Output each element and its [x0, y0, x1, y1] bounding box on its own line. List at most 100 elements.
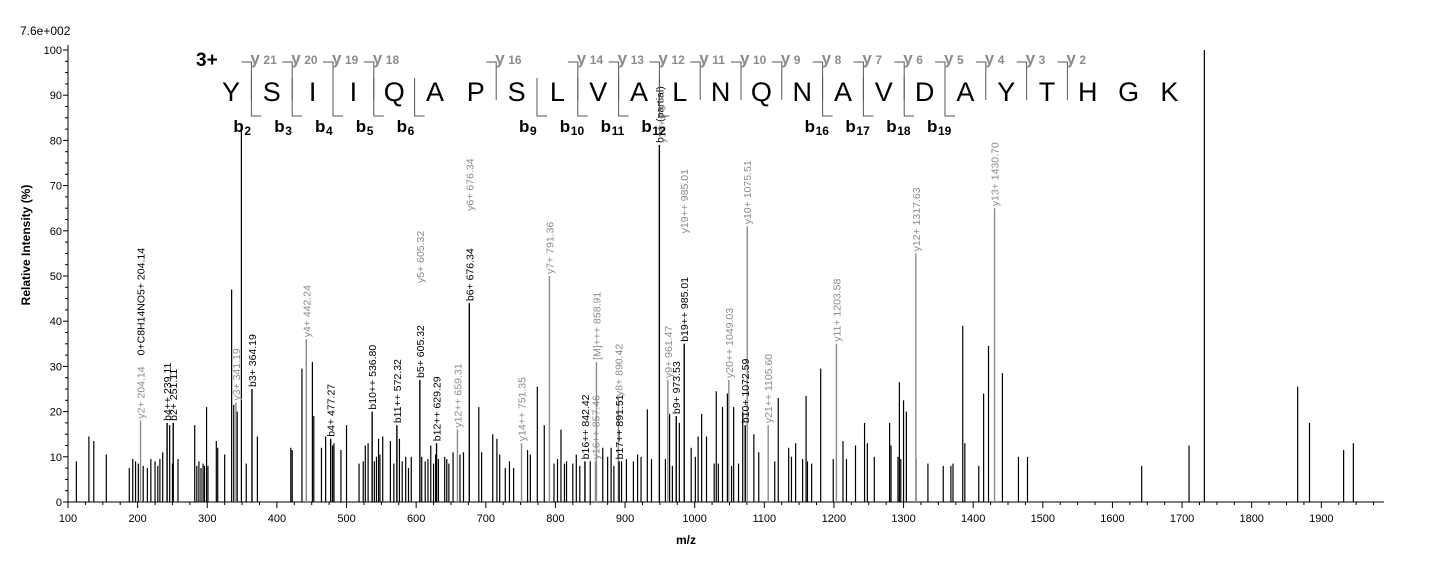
y-ion-number: 21: [263, 53, 277, 67]
b-ion-number: 5: [367, 124, 374, 138]
y-ion-label: y: [822, 49, 832, 68]
sequence-residue: A: [956, 77, 974, 107]
y-ion-number: 19: [345, 53, 359, 67]
peak-label: b10+ 1072.59: [740, 358, 752, 423]
y-ion-label: y: [658, 49, 668, 68]
b-ion-number: 4: [326, 124, 333, 138]
peak-label: b4++ 239.11: [162, 363, 174, 421]
peak-label: b2+ 251.11: [168, 369, 180, 421]
peak-label: y5+ 605.32: [415, 231, 427, 283]
b-ion-label: b: [805, 117, 815, 136]
peak-label: b3+ 364.19: [247, 334, 259, 387]
y-ion-label: y: [250, 49, 260, 68]
sequence-residue: D: [915, 77, 935, 107]
sequence-residue: N: [711, 77, 731, 107]
b-ion-bracket: [291, 78, 303, 117]
x-tick-label: 100: [59, 513, 77, 525]
x-tick-label: 400: [268, 513, 286, 525]
y-ion-number: 14: [590, 53, 604, 67]
b-ion-number: 2: [244, 124, 251, 138]
peak-label: y12+ 1317.63: [911, 187, 923, 251]
y-ion-label: y: [495, 49, 505, 68]
peak-label: b10++ 536.80: [367, 345, 379, 410]
y-ion-bracket: [771, 61, 783, 100]
b-ion-bracket: [658, 78, 670, 117]
y-ion-number: 7: [875, 53, 882, 67]
sequence-residue: I: [350, 77, 358, 107]
peak-label: y11+ 1203.58: [831, 278, 843, 341]
peak-label: y12++ 659.31: [452, 363, 464, 427]
sequence-residue: P: [467, 77, 485, 107]
y-tick-label: 90: [50, 90, 62, 102]
y-ion-label: y: [740, 49, 750, 68]
y-ion-number: 4: [998, 53, 1005, 67]
b-ion-bracket: [618, 78, 629, 117]
b-ion-number: 9: [530, 124, 537, 138]
x-tick-label: 1600: [1100, 513, 1124, 525]
b-ion-bracket: [903, 78, 915, 117]
peak-label: b4+ 477.27: [326, 384, 338, 437]
y-ion-bracket: [690, 61, 701, 100]
peak-label: y4+ 442.24: [301, 285, 313, 337]
y-tick-label: 70: [50, 181, 62, 193]
sequence-residue: S: [508, 77, 526, 107]
sequence-residue: G: [1118, 77, 1139, 107]
b-ion-bracket: [822, 78, 833, 117]
y-ion-number: 20: [304, 53, 318, 67]
y-ion-label: y: [577, 49, 587, 68]
sequence-residue: Y: [997, 77, 1015, 107]
y-ion-label: y: [903, 49, 913, 68]
y-ion-number: 3: [1039, 53, 1046, 67]
sequence-residue: L: [672, 77, 687, 107]
b-ion-bracket: [414, 78, 425, 117]
peak-label: y8+ 890.42: [613, 344, 625, 396]
peak-label: b9+ 973.53: [671, 361, 683, 414]
peak-label: b17++ 891.51: [614, 394, 626, 459]
peak-label: y21++ 1105.60: [763, 354, 775, 423]
b-ion-bracket: [862, 78, 874, 117]
peptide-sequence: Y S I I Q A P S L V A L N Q N A V D A Y T H G Ky 21 y 20 y 19 y 18 y 16 y…: [222, 49, 1178, 138]
b-ion-label: b: [845, 117, 855, 136]
y-tick-label: 80: [50, 135, 62, 147]
charge-state-label: 3+: [196, 50, 218, 71]
x-tick-label: 1100: [752, 513, 776, 525]
y-ion-label: y: [699, 49, 709, 68]
peak-bars: [75, 50, 1354, 502]
x-tick-label: 1700: [1170, 513, 1194, 525]
peak-label: 0+C8H14NO5+ 204.14: [136, 248, 148, 356]
sequence-residue: S: [263, 77, 281, 107]
y-ion-bracket: [486, 61, 497, 100]
b-ion-label: b: [927, 117, 937, 136]
sequence-residue: N: [792, 77, 812, 107]
peak-label: b11++ 572.32: [392, 359, 404, 423]
sequence-residue: V: [875, 77, 893, 107]
y-ion-number: 5: [957, 53, 964, 67]
y-ion-number: 18: [386, 53, 400, 67]
b-ion-label: b: [274, 117, 284, 136]
sequence-residue: V: [589, 77, 607, 107]
y-ion-number: 10: [753, 53, 767, 67]
sequence-residue: Y: [222, 77, 240, 107]
y-ion-bracket: [1057, 61, 1068, 100]
b-ion-bracket: [250, 78, 262, 117]
peak-label: b5+ 605.32: [415, 325, 427, 378]
x-tick-label: 200: [128, 513, 146, 525]
y-tick-label: 60: [50, 226, 62, 238]
b-ion-label: b: [641, 117, 651, 136]
y-ion-bracket: [1016, 61, 1028, 100]
b-ion-label: b: [601, 117, 611, 136]
x-tick-label: 1500: [1031, 513, 1055, 525]
x-tick-label: 1800: [1239, 513, 1263, 525]
peak-label: b16++ 842.42: [580, 394, 592, 459]
sequence-residue: L: [550, 77, 565, 107]
x-tick-label: 600: [407, 513, 425, 525]
sequence-residue: I: [309, 77, 317, 107]
y-ion-number: 9: [794, 53, 801, 67]
x-tick-label: 1400: [961, 513, 985, 525]
axes: 0 10 20 30 40 50 60 70 80 90 100 100 200 300 400 500 600…: [44, 45, 1384, 525]
peak-label: y16++ 857.46: [590, 395, 602, 459]
b-ion-bracket: [332, 78, 343, 117]
y-tick-label: 30: [50, 361, 62, 373]
